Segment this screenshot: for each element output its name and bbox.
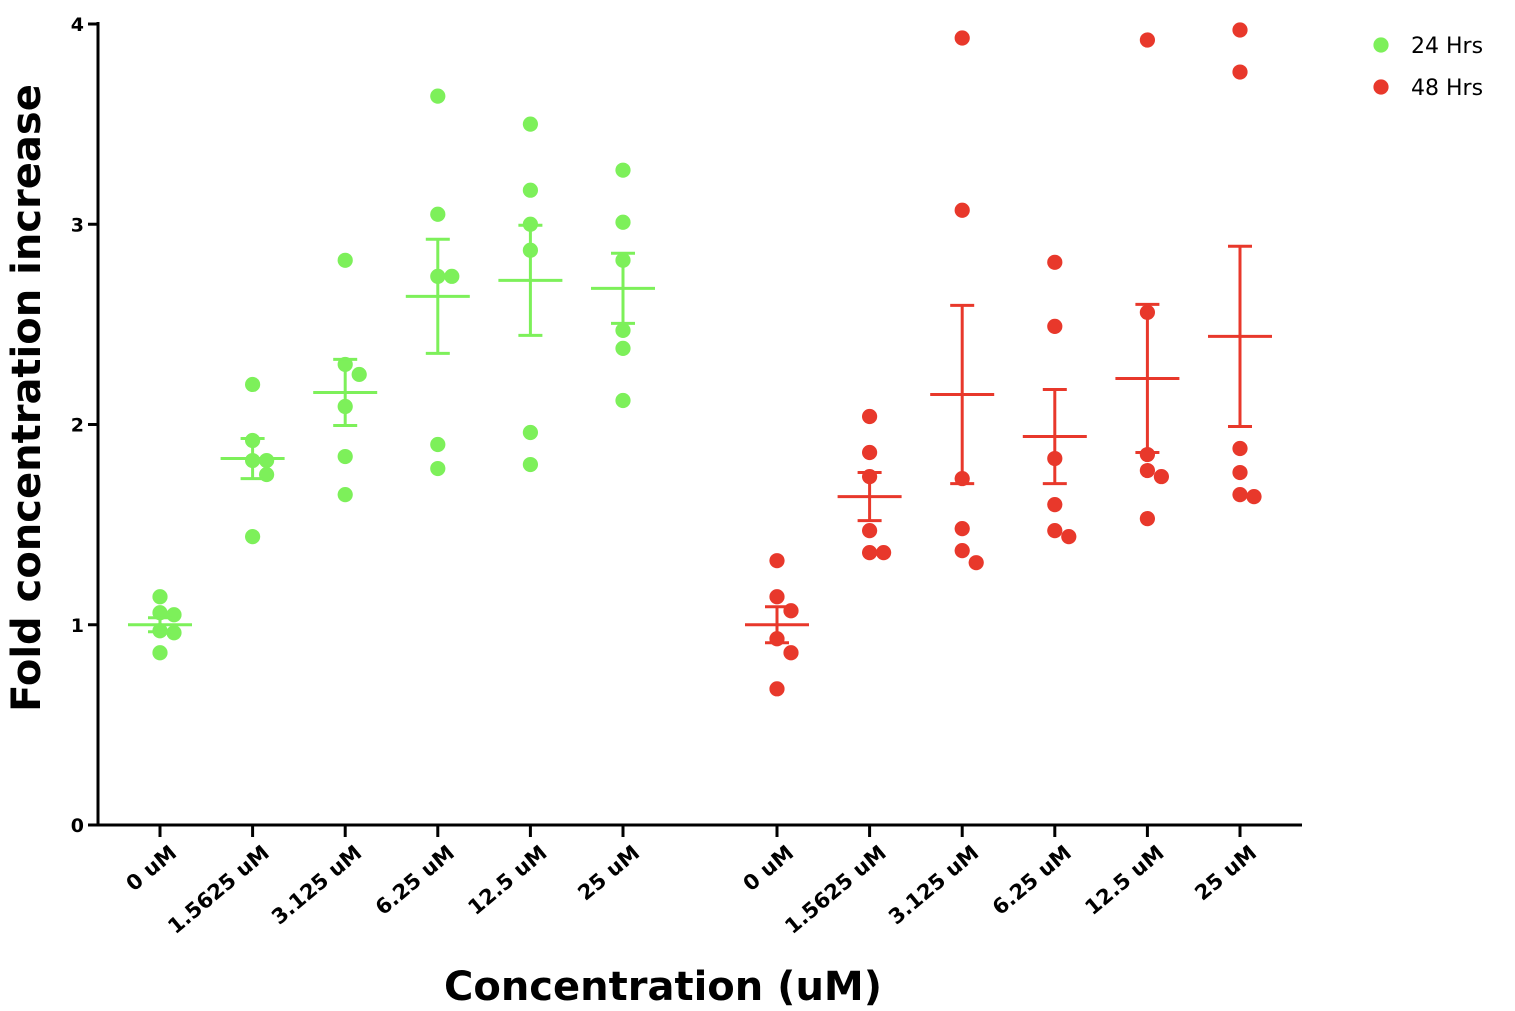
- y-tick-label: 3: [71, 214, 84, 236]
- data-point: [769, 589, 785, 605]
- x-tick-label: 1.5625 uM: [163, 840, 274, 938]
- data-point: [430, 206, 446, 222]
- data-point: [1246, 488, 1262, 505]
- data-point: [444, 268, 460, 284]
- data-point: [876, 545, 892, 561]
- legend-marker: [1373, 37, 1389, 53]
- data-point: [337, 486, 353, 503]
- data-point: [337, 252, 353, 268]
- x-tick-label: 12.5 uM: [463, 840, 551, 919]
- data-point: [968, 555, 984, 571]
- y-axis-title: Fold concentration increase: [4, 84, 50, 712]
- data-point: [522, 182, 539, 198]
- data-point: [1047, 254, 1063, 270]
- legend-label: 24 Hrs: [1411, 34, 1483, 59]
- data-point: [430, 436, 446, 453]
- data-point: [1047, 497, 1063, 513]
- data-point: [1047, 318, 1063, 334]
- data-point: [1232, 464, 1248, 481]
- data-point: [615, 392, 631, 409]
- x-tick-label: 1.5625 uM: [780, 840, 891, 938]
- x-tick-label: 6.25 uM: [371, 840, 459, 919]
- data-point: [522, 456, 539, 473]
- data-point: [862, 444, 878, 461]
- x-tick-label: 25 uM: [573, 840, 644, 905]
- x-tick-label: 3.125 uM: [267, 840, 366, 929]
- data-point: [1232, 64, 1248, 80]
- data-point: [522, 116, 539, 132]
- data-point: [615, 322, 631, 338]
- data-point: [259, 452, 275, 469]
- data-point: [1232, 486, 1248, 503]
- data-point: [1139, 32, 1155, 48]
- data-point: [1139, 446, 1155, 463]
- axes: [88, 22, 1302, 837]
- data-point: [152, 645, 168, 661]
- legend-label: 48 Hrs: [1411, 76, 1483, 101]
- data-point: [1232, 22, 1248, 38]
- data-point: [152, 589, 168, 605]
- x-tick-label: 6.25 uM: [988, 840, 1076, 919]
- data-point: [1153, 468, 1169, 485]
- data-point: [1061, 529, 1077, 545]
- data-point: [1139, 462, 1155, 479]
- data-point: [351, 366, 367, 383]
- data-point: [1232, 440, 1248, 457]
- data-point: [245, 529, 261, 545]
- x-tick-label: 12.5 uM: [1080, 840, 1168, 919]
- data-point: [615, 162, 631, 178]
- x-tick-label: 0 uM: [122, 840, 182, 896]
- x-axis-title: Concentration (uM): [444, 964, 882, 1010]
- data-point: [166, 625, 182, 641]
- data-point: [337, 448, 353, 465]
- data-point: [522, 424, 539, 441]
- x-tick-label: 25 uM: [1190, 840, 1261, 905]
- x-tick-label: 0 uM: [739, 840, 799, 896]
- y-tick-label: 4: [71, 14, 84, 36]
- y-tick-label: 0: [71, 815, 84, 837]
- data-point: [954, 202, 970, 218]
- data-point: [245, 376, 261, 393]
- data-point: [615, 340, 631, 357]
- chart-marks: [128, 22, 1272, 697]
- data-point: [954, 30, 970, 46]
- legend-marker: [1373, 79, 1389, 95]
- data-point: [862, 408, 878, 425]
- data-point: [1139, 511, 1155, 527]
- data-point: [430, 460, 446, 477]
- data-point: [862, 545, 878, 561]
- data-point: [769, 681, 785, 697]
- data-point: [615, 214, 631, 230]
- data-point: [769, 553, 785, 569]
- data-point: [954, 543, 970, 559]
- y-tick-label: 2: [71, 415, 84, 437]
- data-point: [430, 88, 446, 104]
- data-point: [783, 645, 799, 661]
- data-point: [1047, 523, 1063, 539]
- y-tick-label: 1: [71, 615, 84, 637]
- data-point: [166, 607, 182, 623]
- legend: 24 Hrs 48 Hrs: [1373, 34, 1483, 101]
- data-point: [862, 523, 878, 539]
- x-tick-label: 3.125 uM: [884, 840, 983, 929]
- data-point: [954, 521, 970, 537]
